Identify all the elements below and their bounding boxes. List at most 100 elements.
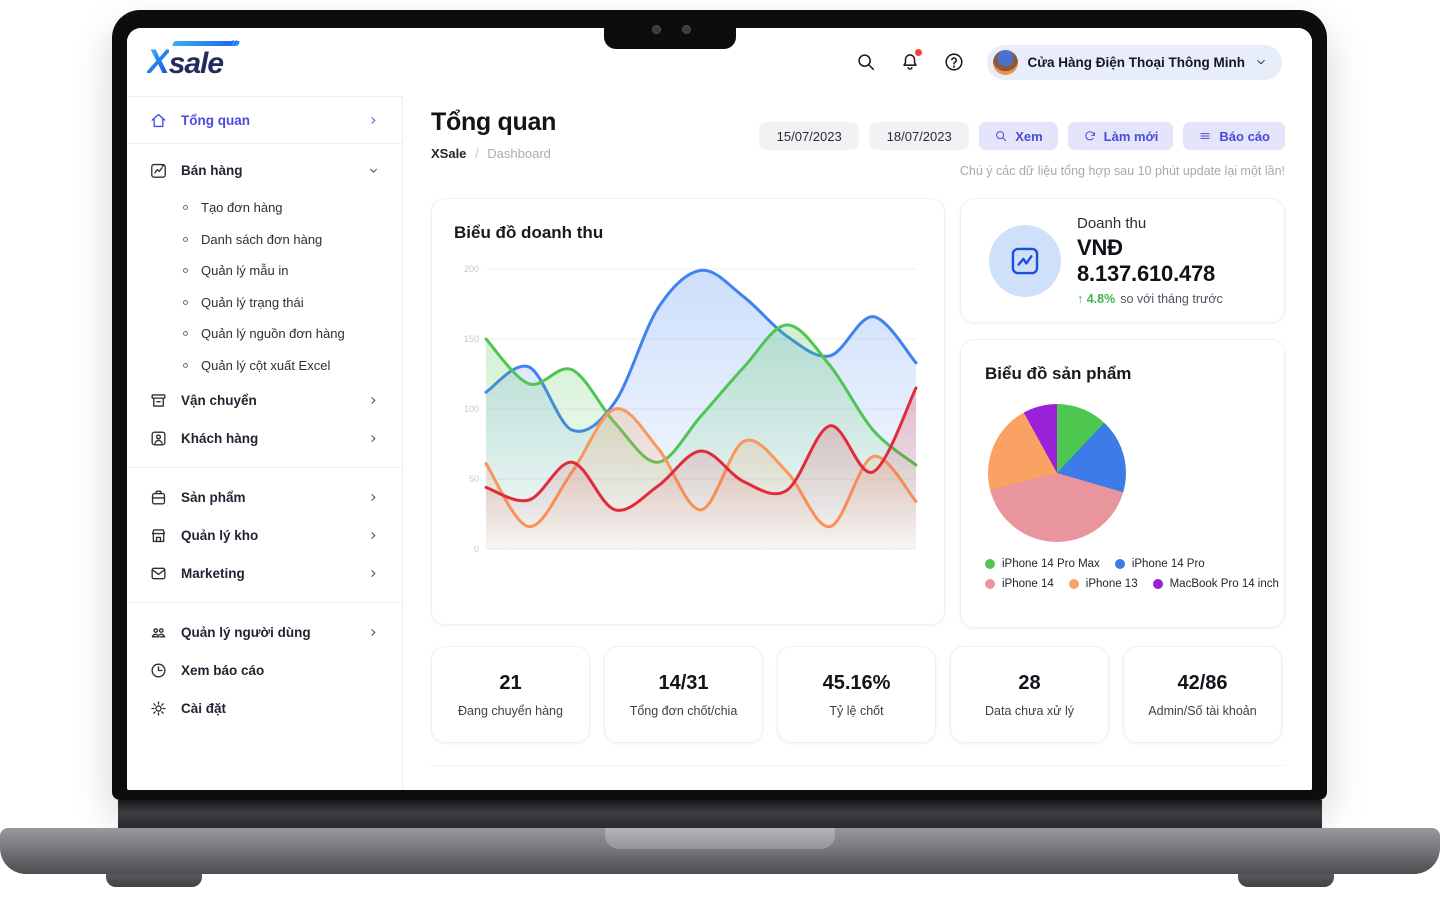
breadcrumb: XSale / Dashboard [431,146,551,161]
stat-value: 42/86 [1177,671,1228,694]
date-from-input[interactable]: 15/07/2023 [759,122,860,150]
xem-button[interactable]: Xem [979,122,1058,150]
legend-item-iphone-14: iPhone 14 [985,578,1054,590]
stat-card-data-chưa-xử-lý: 28 Data chưa xử lý [950,646,1109,743]
action-button-label: Báo cáo [1219,128,1270,144]
chevron-right-icon [367,567,380,580]
legend-item-macbook-pro-14-inch: MacBook Pro 14 inch [1152,578,1279,590]
legend-dot [985,579,995,589]
action-button-label: Làm mới [1103,128,1159,144]
stats-row: 21 Đang chuyển hàng 14/31 Tổng đơn chốt/chi… [431,646,1285,743]
sidebar-item-tổng-quan[interactable]: Tổng quan [127,101,402,139]
sidebar-item-cài-đặt[interactable]: Cài đặt [127,689,402,727]
legend-label: iPhone 13 [1085,578,1138,590]
sidebar-item-label: Sản phẩm [181,489,246,505]
bullet-icon [183,268,188,274]
camera-dot [652,25,661,34]
home-icon [149,111,168,130]
sidebar-subitem-label: Quản lý mẫu in [201,263,289,279]
bell-icon[interactable] [899,48,924,73]
sidebar-item-quản-lý-người-dùng[interactable]: Quản lý người dùng [127,613,402,651]
legend-dot [985,559,995,569]
sidebar-item-khách-hàng[interactable]: Khách hàng [127,419,402,457]
trend-chart-icon [989,224,1061,297]
product-pie-chart [988,404,1126,542]
users-icon [149,623,168,642]
update-note: Chú ý các dữ liệu tổng hợp sau 10 phút u… [959,164,1285,178]
right-column: Doanh thu VNĐ 8.137.610.478 ↑ 4.8% so với… [960,198,1285,628]
breadcrumb-root[interactable]: XSale [431,146,467,161]
sidebar-subitem-quản-lý-trạng-thái[interactable]: Quản lý trạng thái [127,287,402,319]
legend-label: MacBook Pro 14 inch [1169,578,1279,590]
chevron-down-icon [367,164,380,177]
sidebar-subitem-tạo-đơn-hàng[interactable]: Tạo đơn hàng [127,192,402,224]
revenue-chart-title: Biểu đồ doanh thu [454,223,604,242]
settings-icon [149,699,168,718]
báo-cáo-button[interactable]: Báo cáo [1183,122,1285,150]
stat-value: 45.16% [822,671,891,694]
sidebar-item-label: Quản lý kho [181,527,259,543]
revenue-value: VNĐ 8.137.610.478 [1077,235,1216,286]
date-to-input[interactable]: 18/07/2023 [869,122,970,150]
help-icon[interactable] [943,51,965,73]
sidebar-subitem-quản-lý-nguồn-đơn-hàng[interactable]: Quản lý nguồn đơn hàng [127,318,402,350]
revenue-chart-card: Biểu đồ doanh thu 200 150 100 50 0 [431,198,945,625]
sidebar-item-sản-phẩm[interactable]: Sản phẩm [127,478,402,516]
chevron-right-icon [367,432,380,445]
account-menu[interactable]: Cửa Hàng Điện Thoại Thông Minh [987,44,1282,80]
sidebar-subitem-quản-lý-cột-xuất-excel[interactable]: Quản lý cột xuất Excel [127,350,402,382]
menu-icon [1198,129,1212,143]
làm-mới-button[interactable]: Làm mới [1067,122,1174,150]
next-card-edge [431,765,1285,766]
sidebar-item-bán-hàng[interactable]: Bán hàng [127,148,402,192]
legend-item-iphone-14-pro: iPhone 14 Pro [1114,558,1205,570]
action-button-label: Xem [1015,128,1043,144]
sidebar-item-xem-báo-cáo[interactable]: Xem báo cáo [127,651,402,689]
svg-text:100: 100 [464,404,479,414]
revenue-line-chart: 200 150 100 50 0 [464,264,918,554]
refresh-icon [1083,129,1097,143]
sidebar-subitem-label: Danh sách đơn hàng [201,231,323,247]
bullet-icon [183,205,188,211]
breadcrumb-current: Dashboard [487,146,551,161]
sidebar-item-marketing[interactable]: Marketing [127,554,402,592]
stat-label: Tỷ lệ chốt [829,703,884,718]
sidebar-subitem-danh-sách-đơn-hàng[interactable]: Danh sách đơn hàng [127,224,402,256]
search-icon[interactable] [855,51,877,73]
sidebar-item-quản-lý-kho[interactable]: Quản lý kho [127,516,402,554]
svg-text:200: 200 [464,264,479,274]
sidebar-item-label: Tổng quan [181,112,250,128]
legend-label: iPhone 14 Pro Max [1002,558,1100,570]
stat-label: Admin/Số tài khoản [1148,703,1257,718]
chevron-right-icon [367,491,380,504]
sidebar-item-label: Khách hàng [181,430,259,446]
legend-label: iPhone 14 Pro [1131,558,1205,570]
legend-item-iphone-13: iPhone 13 [1068,578,1138,590]
revenue-delta: ↑ 4.8% [1077,292,1116,306]
bullet-icon [183,236,188,242]
brand-logo[interactable]: » Xsale [147,35,241,79]
laptop-notch [604,10,736,49]
chevron-down-icon [1254,55,1268,69]
sidebar-item-label: Cài đặt [181,700,227,716]
chevron-right-icon [367,114,380,127]
sidebar-subitem-quản-lý-mẫu-in[interactable]: Quản lý mẫu in [127,255,402,287]
product-pie-title: Biểu đồ sản phẩm [985,364,1132,383]
bullet-icon [183,299,188,305]
stat-card-admin-số-tài-khoản: 42/86 Admin/Số tài khoản [1123,646,1282,743]
warehouse-icon [149,526,168,545]
svg-text:0: 0 [474,544,479,554]
sidebar-item-vận-chuyển[interactable]: Vận chuyển [127,381,402,419]
legend-row: iPhone 14 iPhone 13 MacBook Pro 14 inch [985,578,1279,590]
chevron-right-icon [367,626,380,639]
chevron-right-icon [367,394,380,407]
stat-value: 21 [499,671,522,694]
sidebar-subitem-label: Quản lý nguồn đơn hàng [201,326,345,342]
bullet-icon [183,362,188,368]
legend-item-iphone-14-pro-max: iPhone 14 Pro Max [985,558,1100,570]
laptop-hinge [118,800,1322,828]
sidebar-divider [127,467,402,468]
laptop-foot [1238,874,1334,887]
svg-text:150: 150 [464,334,479,344]
revenue-summary-card: Doanh thu VNĐ 8.137.610.478 ↑ 4.8% so với… [960,198,1285,323]
